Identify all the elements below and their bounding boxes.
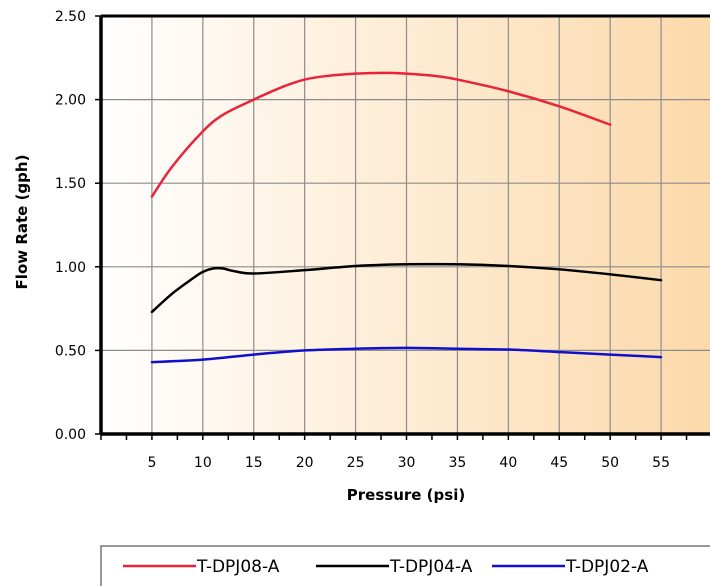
x-tick-label: 25 [347,455,365,471]
x-tick-label: 45 [550,455,568,471]
series-line-t-dpj02-a [150,346,663,364]
y-tick-label: 2.00 [55,93,86,109]
legend: T-DPJ08-A T-DPJ04-A T-DPJ02-A [100,545,710,586]
x-tick-label: 20 [296,455,314,471]
y-axis-title: Flow Rate (gph) [13,155,31,290]
y-tick-label: 1.50 [55,176,86,192]
plot-background [101,16,710,434]
x-axis-title: Pressure (psi) [347,486,465,504]
x-tick-label: 5 [147,455,156,471]
x-tick-label: 30 [398,455,416,471]
grid-lines [101,16,710,434]
x-tick-label: 10 [194,455,212,471]
y-tick-labels: 0.00 0.50 1.00 1.50 2.00 2.50 [55,9,86,443]
x-tick-label: 40 [499,455,517,471]
x-tick-label: 35 [449,455,467,471]
series-lines [150,71,663,364]
legend-label: T-DPJ02-A [565,557,649,577]
axes [95,14,710,440]
x-tick-label: 55 [652,455,670,471]
legend-label: T-DPJ08-A [196,557,280,577]
y-tick-label: 1.00 [55,260,86,276]
legend-label: T-DPJ04-A [389,557,473,577]
x-tick-labels: 5 10 15 20 25 30 35 40 45 50 55 [147,455,670,471]
legend-box [100,545,710,586]
x-tick-label: 15 [245,455,263,471]
x-tick-label: 50 [601,455,619,471]
y-tick-label: 0.50 [55,343,86,359]
series-line-t-dpj04-a [150,262,663,314]
series-line-t-dpj08-a [150,71,612,198]
y-tick-label: 2.50 [55,9,86,25]
y-tick-label: 0.00 [55,427,86,443]
